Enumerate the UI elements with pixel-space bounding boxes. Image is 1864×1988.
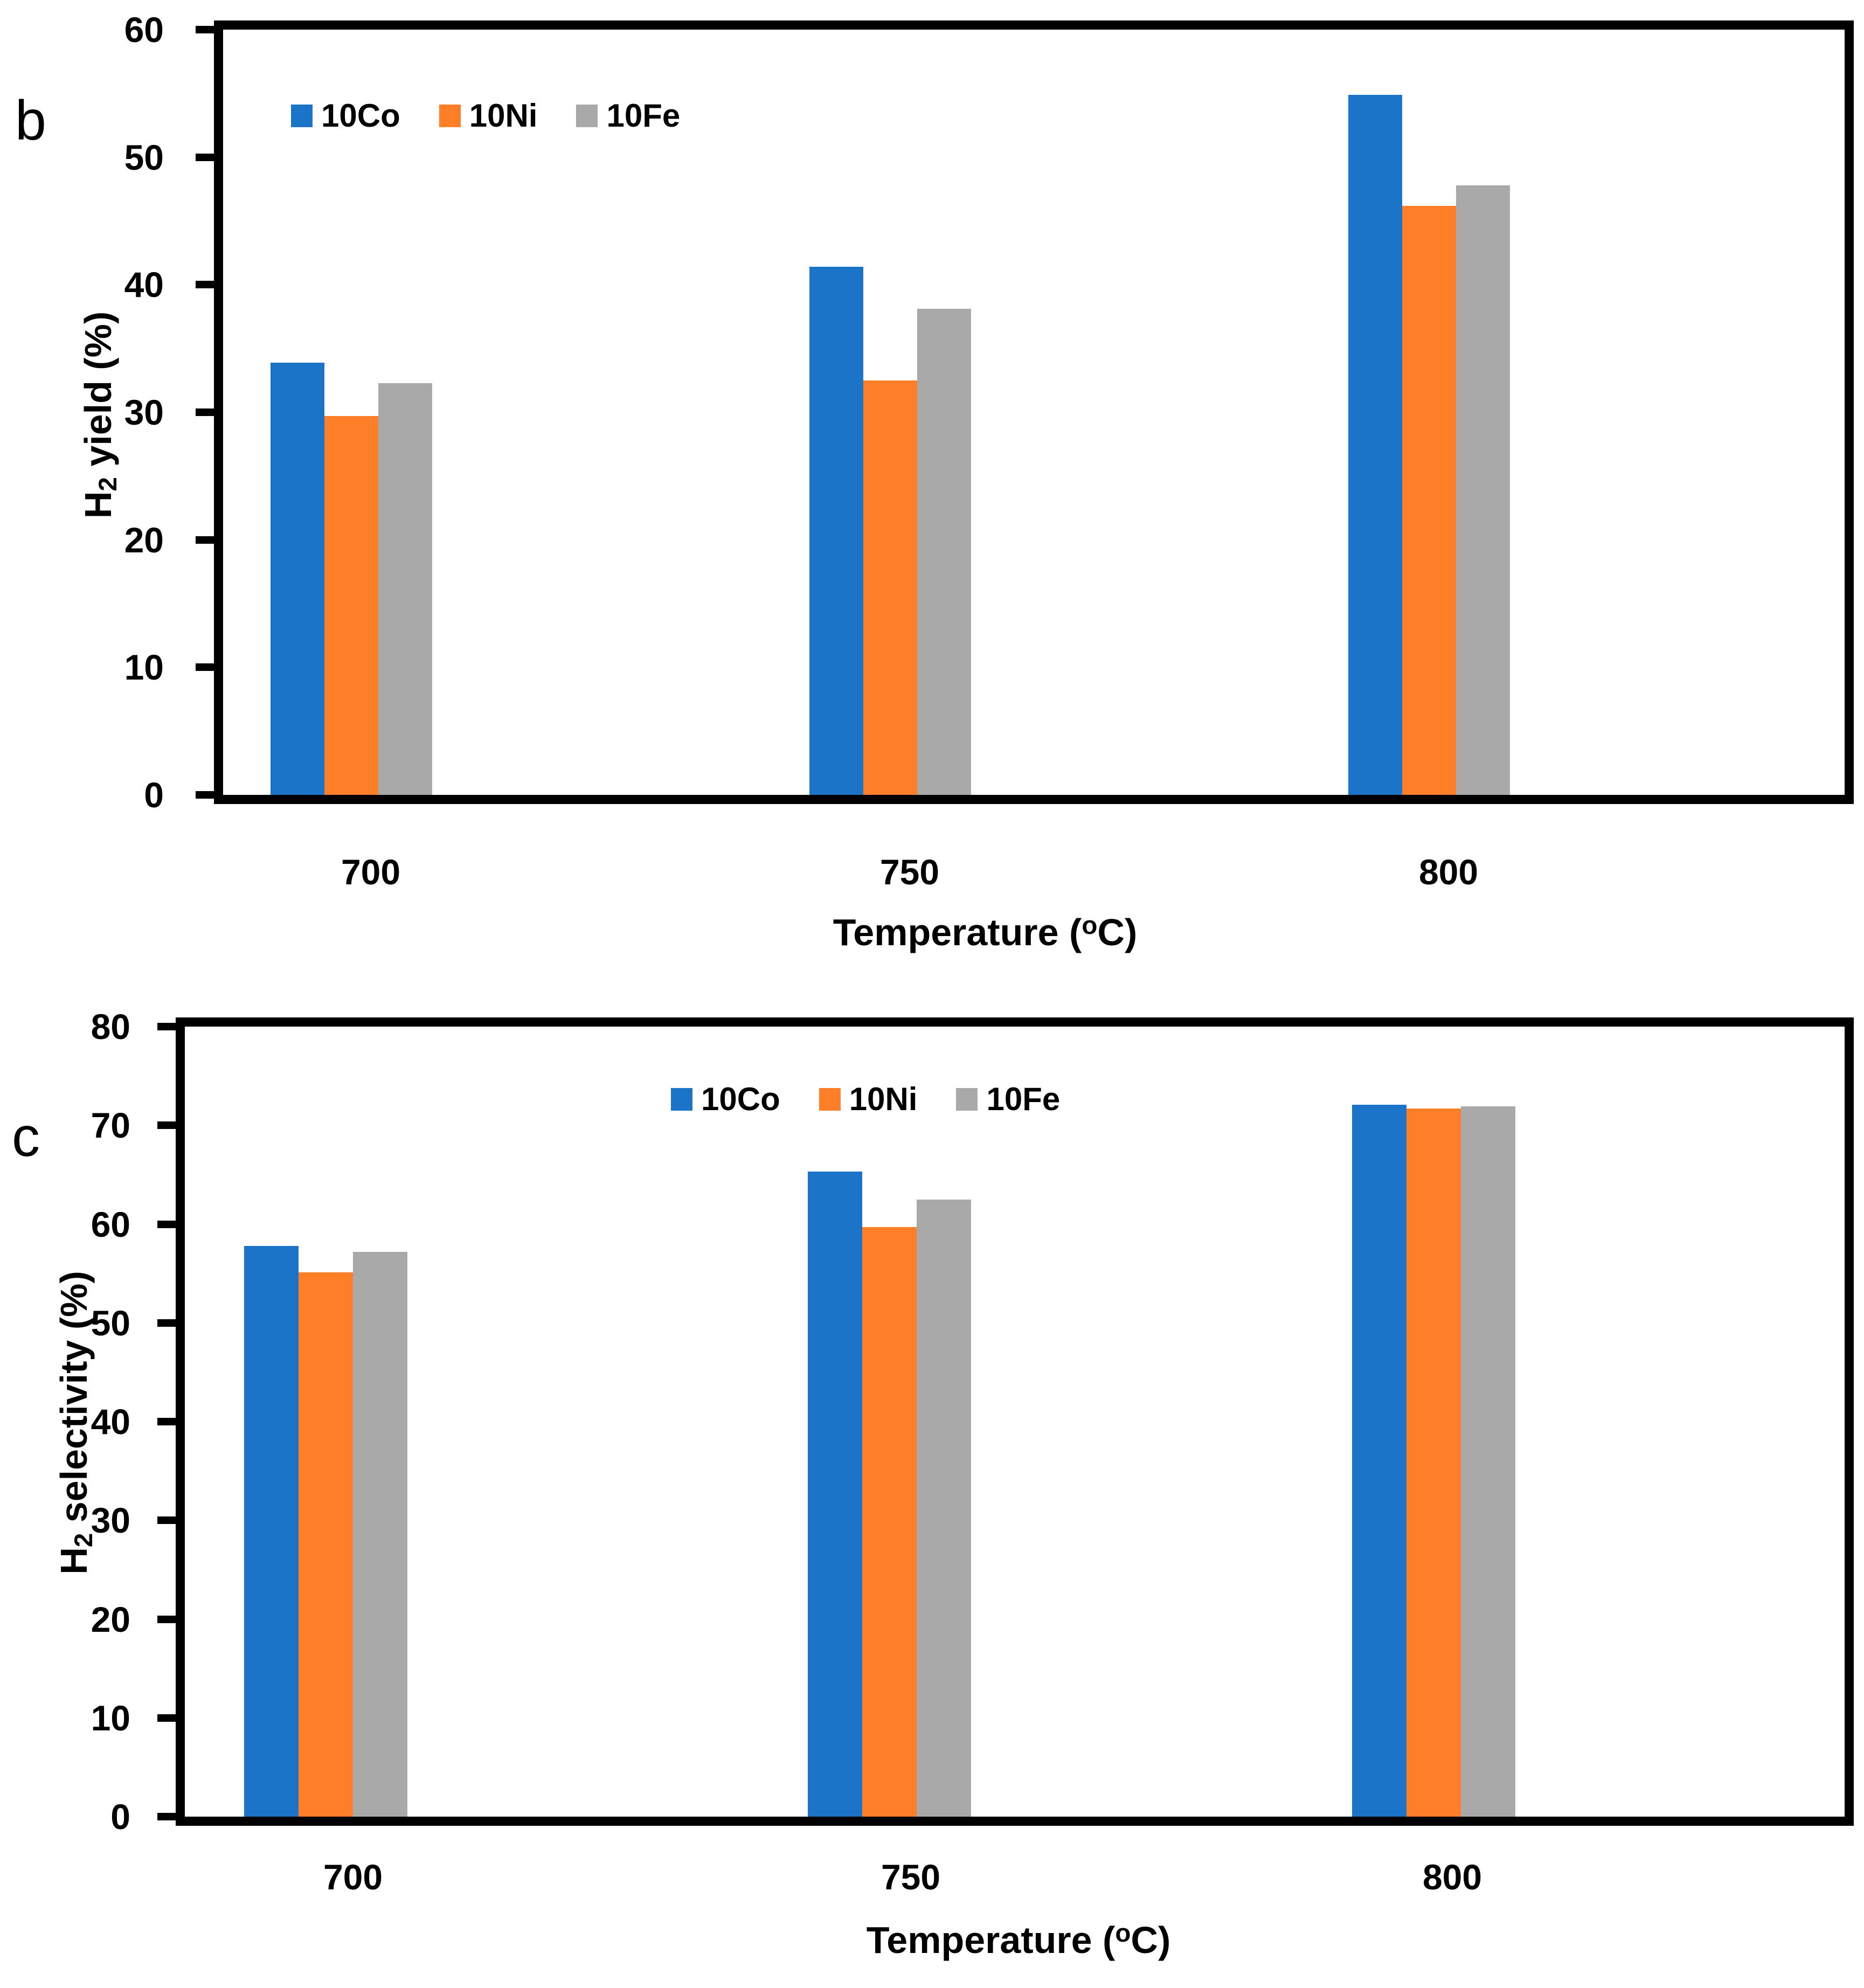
legend-swatch-icon: [439, 105, 461, 127]
bar-10Co-700: [244, 1246, 299, 1817]
bar-10Fe-700: [378, 383, 432, 795]
x-axis-category-label: 700: [323, 1857, 383, 1897]
bar-10Co-700: [271, 363, 324, 795]
y-axis-tick: [157, 1714, 178, 1722]
y-axis-tick: [157, 1418, 178, 1425]
y-axis-tick: [157, 1121, 178, 1129]
y-axis-tick-label: 80: [91, 1007, 130, 1047]
legend-swatch-icon: [576, 105, 598, 127]
panel-b-plot-area: [214, 20, 1854, 804]
x-axis-category-label: 800: [1418, 852, 1479, 892]
legend-item-10Fe: 10Fe: [956, 1082, 1060, 1117]
bar-10Fe-750: [917, 1200, 971, 1817]
panel-c-legend: 10Co 10Ni 10Fe: [671, 1082, 1060, 1117]
legend-item-10Ni: 10Ni: [439, 98, 538, 134]
y-axis-tick-label: 0: [144, 775, 164, 815]
panel-b-letter: b: [15, 89, 46, 152]
bar-10Fe-800: [1461, 1106, 1515, 1817]
y-axis-tick: [196, 26, 216, 33]
y-axis-tick-label: 20: [124, 520, 164, 560]
y-axis-tick-label: 10: [91, 1698, 130, 1738]
panel-c-x-axis-title: Temperature (oC): [866, 1919, 1171, 1961]
y-axis-tick-label: 30: [91, 1500, 130, 1540]
y-axis-tick-label: 50: [124, 137, 164, 177]
y-axis-tick: [157, 1221, 178, 1228]
legend-swatch-icon: [671, 1088, 692, 1111]
y-axis-tick-label: 0: [110, 1797, 130, 1837]
legend-item-10Co: 10Co: [291, 99, 400, 133]
y-axis-tick: [196, 536, 216, 544]
bar-10Fe-700: [353, 1252, 407, 1817]
panel-b-legend: 10Co 10Ni 10Fe: [291, 99, 680, 133]
y-axis-tick-label: 40: [91, 1402, 130, 1442]
y-axis-tick: [196, 663, 216, 671]
legend-swatch-icon: [291, 105, 313, 127]
y-axis-tick-label: 70: [91, 1105, 130, 1145]
y-axis-tick-label: 60: [124, 10, 164, 50]
legend-item-10Co: 10Co: [671, 1082, 780, 1117]
legend-item-10Ni: 10Ni: [819, 1081, 918, 1117]
x-axis-category-label: 750: [879, 852, 940, 892]
y-axis-tick-label: 60: [91, 1204, 130, 1244]
y-axis-tick-label: 30: [124, 392, 164, 432]
bar-10Ni-700: [324, 416, 378, 795]
panel-b-x-axis-title: Temperature (oC): [833, 911, 1138, 953]
y-axis-tick: [196, 281, 216, 288]
bar-10Ni-800: [1402, 206, 1456, 795]
x-axis-category-label: 750: [881, 1857, 941, 1897]
y-axis-tick-label: 40: [124, 265, 164, 304]
bar-10Ni-800: [1406, 1109, 1461, 1817]
legend-item-10Fe: 10Fe: [576, 99, 680, 133]
bar-10Fe-800: [1456, 185, 1510, 795]
y-axis-tick: [196, 791, 216, 799]
y-axis-tick: [196, 408, 216, 416]
y-axis-tick: [157, 1319, 178, 1327]
y-axis-tick: [157, 1023, 178, 1030]
panel-c-plot-area: [176, 1017, 1854, 1826]
bar-10Ni-750: [863, 380, 917, 795]
bar-10Co-750: [808, 1172, 862, 1817]
y-axis-tick: [157, 1616, 178, 1623]
panel-c-letter: c: [12, 1106, 40, 1168]
bar-10Co-800: [1348, 95, 1402, 795]
y-axis-tick: [157, 1813, 178, 1820]
legend-label: 10Co: [701, 1081, 780, 1117]
bar-10Co-750: [809, 267, 863, 795]
legend-label: 10Fe: [606, 98, 681, 134]
legend-swatch-icon: [956, 1088, 978, 1111]
y-axis-tick-label: 20: [91, 1599, 130, 1639]
y-axis-tick: [196, 154, 216, 161]
bar-10Co-800: [1352, 1105, 1406, 1817]
y-axis-tick-label: 10: [124, 647, 164, 687]
legend-swatch-icon: [819, 1088, 841, 1111]
bar-10Ni-750: [862, 1227, 917, 1817]
y-axis-tick-label: 50: [91, 1303, 130, 1343]
x-axis-category-label: 700: [341, 852, 401, 892]
y-axis-tick: [157, 1516, 178, 1524]
x-axis-category-label: 800: [1422, 1857, 1482, 1897]
bar-10Fe-750: [917, 309, 971, 795]
legend-label: 10Ni: [469, 98, 538, 134]
legend-label: 10Fe: [986, 1081, 1061, 1117]
legend-label: 10Co: [321, 98, 400, 134]
bar-10Ni-700: [299, 1272, 353, 1817]
legend-label: 10Ni: [849, 1081, 918, 1117]
